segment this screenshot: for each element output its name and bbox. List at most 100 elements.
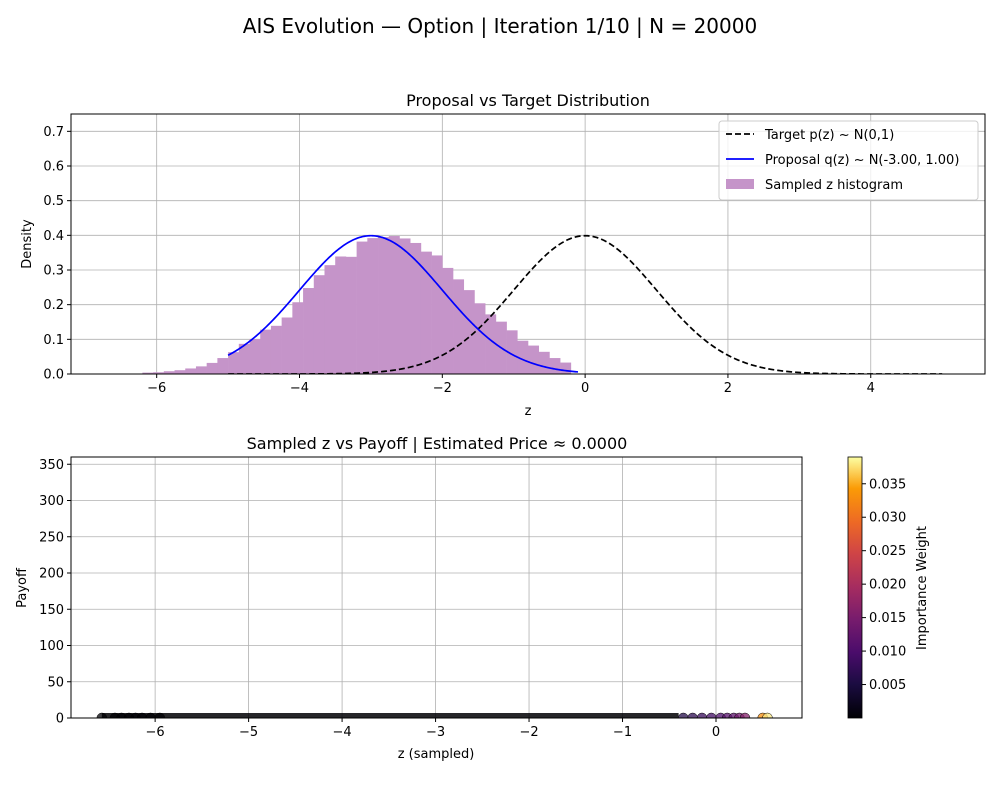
histogram-bar xyxy=(378,237,390,374)
payoff-points xyxy=(96,712,773,718)
histogram-bar xyxy=(249,338,261,374)
y-tick-label: 0 xyxy=(56,712,64,727)
y-tick-label: 250 xyxy=(39,530,64,545)
histogram-bar xyxy=(270,325,282,374)
y-tick-label: 50 xyxy=(47,675,64,690)
density-chart: Proposal vs Target Distribution −6 −4 −2 0 2… xyxy=(20,91,986,419)
x-tick-label: −6 xyxy=(146,725,165,740)
sample-point xyxy=(706,712,717,718)
colorbar: 0.005 0.010 0.015 0.020 0.025 0.030 0.035 Impo… xyxy=(847,456,930,719)
sample-point xyxy=(154,712,166,718)
density-ylabel: Density xyxy=(20,219,35,269)
sample-point xyxy=(96,712,108,718)
histogram-bar xyxy=(453,279,465,374)
payoff-axes-frame xyxy=(70,456,803,719)
histogram-bar xyxy=(463,290,475,374)
histogram-bar xyxy=(474,303,486,374)
histogram-bar xyxy=(560,362,572,374)
density-legend: Target p(z) ~ N(0,1) Proposal q(z) ~ N(-… xyxy=(718,120,979,201)
histogram-bar xyxy=(142,372,154,374)
histogram-bar xyxy=(281,317,293,374)
x-tick-label: 0 xyxy=(712,725,720,740)
density-chart-title: Proposal vs Target Distribution xyxy=(406,91,650,110)
histogram-bar xyxy=(528,345,540,374)
legend-histogram-label: Sampled z histogram xyxy=(765,178,903,193)
histogram-bar xyxy=(356,241,368,374)
x-tick-label: −4 xyxy=(290,381,309,396)
histogram-bar xyxy=(506,330,518,374)
y-tick-label: 150 xyxy=(39,603,64,618)
legend-frame xyxy=(718,120,979,201)
y-tick-label: 0.3 xyxy=(43,264,64,279)
proposal-density-line xyxy=(227,234,579,373)
density-histogram xyxy=(142,236,572,374)
histogram-bar xyxy=(335,256,347,374)
colorbar-tick-label: 0.025 xyxy=(869,544,906,559)
legend-target-label: Target p(z) ~ N(0,1) xyxy=(764,128,894,143)
histogram-bar xyxy=(517,340,529,374)
payoff-ticks: −6 −5 −4 −3 −2 −1 0 0 50 100 150 200 250 300 350 xyxy=(39,458,720,740)
x-tick-label: −2 xyxy=(433,381,452,396)
payoff-chart: Sampled z vs Payoff | Estimated Price ≈ … xyxy=(15,434,803,762)
histogram-bar xyxy=(345,256,357,374)
colorbar-tick-label: 0.010 xyxy=(869,645,906,660)
x-tick-label: 0 xyxy=(581,381,589,396)
y-tick-label: 0.7 xyxy=(43,125,64,140)
y-tick-label: 350 xyxy=(39,458,64,473)
y-tick-label: 0.4 xyxy=(43,229,64,244)
target-density-line xyxy=(228,234,943,374)
x-tick-label: −4 xyxy=(333,725,352,740)
x-tick-label: 4 xyxy=(867,381,875,396)
density-axes-frame xyxy=(70,113,986,375)
y-tick-label: 0.5 xyxy=(43,194,64,209)
histogram-bar xyxy=(410,242,422,374)
density-lines xyxy=(227,234,943,374)
colorbar-gradient xyxy=(847,456,863,719)
legend-histogram-swatch xyxy=(726,179,754,189)
histogram-bar xyxy=(420,251,432,374)
histogram-bar xyxy=(260,329,272,374)
density-ticks: −6 −4 −2 0 2 4 0.0 0.1 0.2 0.3 0.4 0.5 0.6 0.7 xyxy=(43,125,875,396)
histogram-bar xyxy=(185,368,197,374)
legend-proposal-label: Proposal q(z) ~ N(-3.00, 1.00) xyxy=(765,153,959,168)
figure-title: AIS Evolution — Option | Iteration 1/10 … xyxy=(243,14,757,38)
sample-point xyxy=(739,712,751,718)
x-tick-label: 2 xyxy=(724,381,732,396)
y-tick-label: 200 xyxy=(39,567,64,582)
y-tick-label: 100 xyxy=(39,639,64,654)
histogram-bar xyxy=(163,371,175,374)
colorbar-tick-label: 0.020 xyxy=(869,578,906,593)
colorbar-ticks: 0.005 0.010 0.015 0.020 0.025 0.030 0.035 xyxy=(862,477,906,693)
histogram-bar xyxy=(442,267,454,374)
histogram-bar xyxy=(206,362,218,374)
x-tick-label: −2 xyxy=(519,725,538,740)
sample-point xyxy=(687,712,698,718)
dense-sample-band xyxy=(101,713,679,718)
y-tick-label: 0.0 xyxy=(43,368,64,383)
histogram-bar xyxy=(538,351,550,374)
histogram-bar xyxy=(153,372,165,374)
sample-point xyxy=(145,712,156,718)
colorbar-tick-label: 0.015 xyxy=(869,611,906,626)
y-tick-label: 0.2 xyxy=(43,298,64,313)
histogram-bar xyxy=(431,255,443,374)
histogram-bar xyxy=(228,352,240,374)
histogram-bar xyxy=(313,275,325,374)
x-tick-label: −1 xyxy=(613,725,632,740)
y-tick-label: 0.6 xyxy=(43,160,64,175)
payoff-chart-title: Sampled z vs Payoff | Estimated Price ≈ … xyxy=(247,434,628,453)
x-tick-label: −6 xyxy=(147,381,166,396)
sample-point xyxy=(678,712,689,718)
histogram-bar xyxy=(388,236,400,374)
x-tick-label: −5 xyxy=(239,725,258,740)
sample-point xyxy=(136,712,148,718)
y-tick-label: 300 xyxy=(39,494,64,509)
histogram-bar xyxy=(217,358,229,374)
payoff-xlabel: z (sampled) xyxy=(398,747,475,762)
histogram-bar xyxy=(238,343,250,374)
histogram-bar xyxy=(303,288,315,374)
sample-point xyxy=(762,712,773,718)
payoff-ylabel: Payoff xyxy=(15,567,30,608)
colorbar-tick-label: 0.035 xyxy=(869,477,906,492)
